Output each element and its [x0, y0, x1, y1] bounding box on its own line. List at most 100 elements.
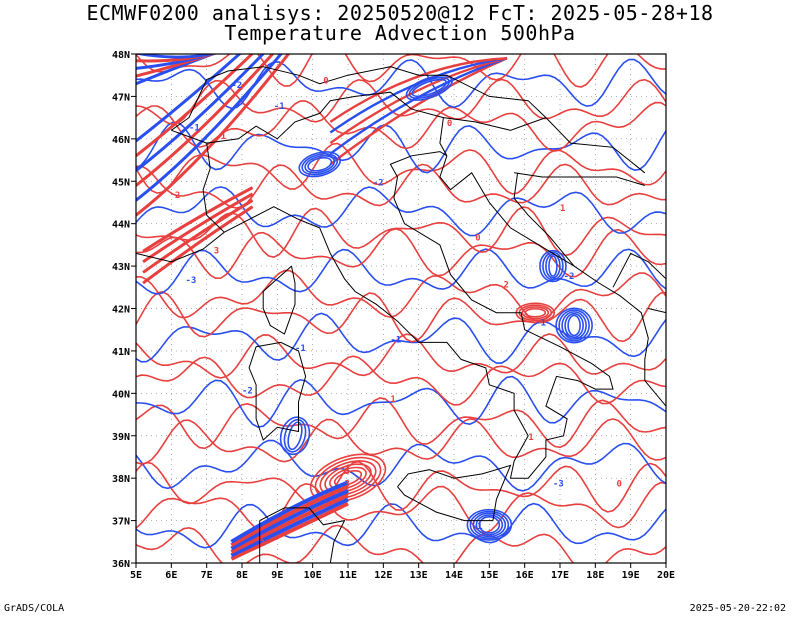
y-tick-label: 47N: [112, 92, 130, 103]
positive-contour: [136, 460, 666, 513]
y-tick-label: 44N: [112, 220, 130, 231]
negative-contour-label: -1: [472, 522, 483, 532]
positive-contour: [333, 469, 363, 487]
x-tick-label: 9E: [271, 570, 283, 581]
negative-contour-label: -2: [242, 386, 253, 396]
x-tick-label: 12E: [374, 570, 392, 581]
coastline-segment: [397, 464, 512, 522]
positive-contour-label: 3: [214, 246, 219, 256]
negative-contour: [298, 151, 342, 178]
negative-contour: [405, 74, 453, 101]
coastline-segment: [171, 129, 207, 144]
positive-contour: [309, 453, 387, 503]
positive-contour: [136, 54, 217, 78]
positive-contour: [230, 484, 349, 547]
positive-contour-label: 0: [447, 119, 452, 129]
negative-contour: [408, 76, 450, 99]
map-title: ECMWF0200 analisys: 20250520@12 FcT: 202…: [86, 1, 714, 25]
map-subtitle: Temperature Advection 500hPa: [224, 21, 576, 45]
positive-contour: [136, 54, 255, 157]
positive-contour: [524, 307, 547, 318]
coastline-segment: [443, 117, 646, 174]
negative-contour: [564, 312, 584, 339]
x-tick-label: 13E: [410, 570, 428, 581]
negative-contour: [136, 186, 666, 237]
negative-contour-label: -1: [189, 123, 200, 133]
positive-contour: [329, 57, 508, 145]
negative-contour: [555, 307, 593, 344]
negative-contour: [136, 248, 666, 295]
x-tick-label: 5E: [130, 570, 142, 581]
negative-contour: [136, 54, 216, 59]
positive-contour: [136, 142, 666, 195]
positive-contour: [136, 227, 666, 280]
coastline-layer: [136, 66, 666, 563]
y-tick-label: 41N: [112, 347, 130, 358]
x-tick-label: 14E: [445, 570, 463, 581]
negative-contour: [542, 251, 564, 281]
positive-contour-label: 2: [175, 191, 180, 201]
negative-contour: [561, 311, 587, 340]
negative-contour: [478, 516, 501, 534]
negative-contour-label: -2: [373, 178, 384, 188]
y-tick-label: 48N: [112, 50, 130, 61]
positive-contour: [136, 54, 291, 217]
coastline-segment: [202, 91, 448, 233]
positive-contour: [136, 355, 666, 406]
negative-contour-label: -2: [564, 272, 575, 282]
negative-contour: [136, 54, 242, 143]
coastline-segment: [171, 66, 547, 131]
negative-contour: [329, 57, 508, 134]
negative-contour: [411, 78, 448, 98]
negative-contour: [279, 416, 311, 456]
x-tick-label: 19E: [622, 570, 640, 581]
axis-ticks: 5E 6E 7E 8E 9E 10E 11E 12E 13E 14E 15E 16E 17E 18E 19E…: [112, 50, 675, 581]
coastline-segment: [224, 151, 614, 479]
x-tick-label: 6E: [165, 570, 177, 581]
x-tick-label: 11E: [339, 570, 357, 581]
negative-contour: [469, 510, 510, 540]
coastline-segment: [648, 308, 666, 315]
positive-contour-label: 1: [221, 132, 226, 142]
positive-contour: [314, 456, 382, 500]
positive-contour: [136, 269, 666, 322]
positive-contour-label: 0: [323, 77, 328, 87]
negative-contour-label: -3: [185, 276, 196, 286]
positive-contour-label: 1: [560, 204, 565, 214]
negative-contour: [301, 153, 339, 176]
y-tick-label: 40N: [112, 389, 130, 400]
x-tick-label: 18E: [586, 570, 604, 581]
coastline-segment: [513, 172, 575, 267]
coastline-segment: [248, 341, 307, 441]
negative-contour-label: -1: [295, 344, 306, 354]
negative-contour: [472, 512, 507, 538]
negative-contour: [307, 156, 333, 172]
negative-contour-label: -3: [553, 480, 564, 490]
contour-label-layer: 1 2 0 3 5 0 1 2 1 0 0 1 2 3 -1 -2 -1 -3 -1 -2 -1 -1 -2 -3 -1 -2: [175, 77, 622, 549]
positive-contour: [136, 291, 666, 343]
negative-contour: [548, 255, 558, 277]
contour-layer: [136, 54, 666, 563]
x-tick-label: 16E: [516, 570, 534, 581]
negative-contour: [136, 54, 265, 172]
y-tick-label: 42N: [112, 305, 130, 316]
grid-lines: [136, 54, 666, 563]
coastline-segment: [262, 265, 296, 335]
positive-contour: [521, 306, 550, 320]
positive-contour: [230, 501, 349, 561]
negative-contour: [304, 155, 336, 174]
x-tick-label: 20E: [657, 570, 675, 581]
x-tick-label: 17E: [551, 570, 569, 581]
negative-contour: [136, 375, 666, 428]
negative-contour: [136, 502, 666, 549]
y-tick-label: 43N: [112, 262, 130, 273]
negative-contour: [136, 54, 217, 70]
negative-contour-label: -1: [390, 335, 401, 345]
footer-credit: GrADS/COLA: [4, 603, 65, 614]
y-tick-label: 36N: [112, 559, 130, 570]
x-tick-label: 10E: [304, 570, 322, 581]
footer-timestamp: 2025-05-20-22:02: [689, 603, 786, 614]
negative-contour: [283, 418, 307, 453]
positive-contour: [329, 466, 367, 490]
